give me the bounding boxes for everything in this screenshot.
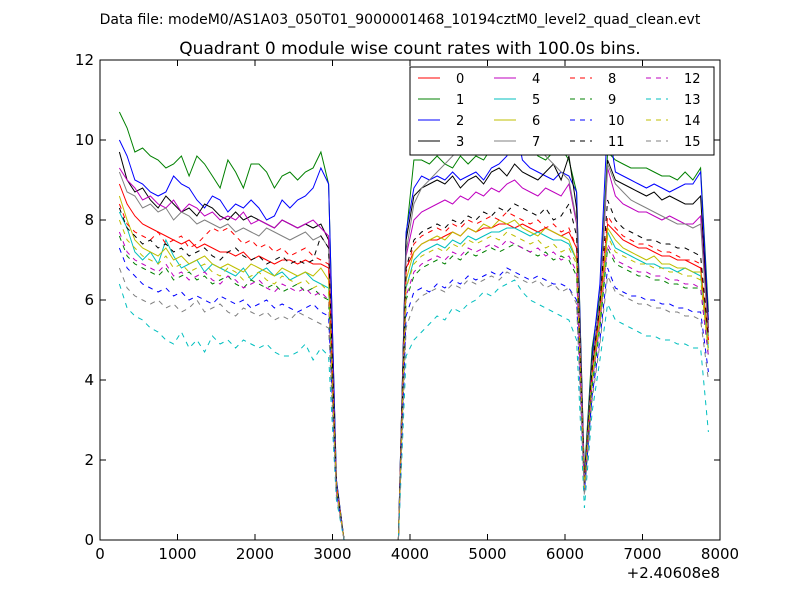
series-line-2: [118, 119, 709, 541]
series-line-3: [118, 151, 709, 541]
legend-label-1: 1: [456, 93, 464, 108]
series-line-13: [118, 279, 709, 541]
series-line-10: [118, 247, 709, 541]
y-tick-label: 6: [84, 291, 94, 309]
series-line-0: [118, 183, 709, 541]
series-lines: [118, 111, 709, 541]
legend-label-2: 2: [456, 114, 464, 129]
series-line-7: [118, 111, 709, 541]
series-line-14: [118, 219, 709, 541]
legend-label-14: 14: [684, 114, 701, 129]
x-offset-label: +2.40608e8: [627, 564, 720, 582]
chart-title: Quadrant 0 module wise count rates with …: [179, 39, 640, 59]
y-tick-label: 12: [75, 51, 94, 69]
x-tick-label: 1000: [158, 545, 196, 563]
series-line-8: [118, 203, 709, 541]
y-tick-label: 10: [75, 131, 94, 149]
y-tick-label: 4: [84, 371, 94, 389]
legend-label-6: 6: [532, 114, 540, 129]
x-tick-label: 2000: [236, 545, 274, 563]
series-line-5: [118, 211, 709, 541]
y-tick-label: 2: [84, 451, 94, 469]
series-line-9: [118, 235, 709, 541]
x-tick-label: 7000: [623, 545, 661, 563]
legend-label-15: 15: [684, 135, 701, 150]
x-tick-label: 3000: [313, 545, 351, 563]
legend-label-3: 3: [456, 135, 464, 150]
x-tick-label: 4000: [391, 545, 429, 563]
x-tick-label: 0: [95, 545, 105, 563]
legend-label-13: 13: [684, 93, 701, 108]
legend-label-5: 5: [532, 93, 540, 108]
legend-label-7: 7: [532, 135, 540, 150]
data-file-suptitle: Data file: modeM0/AS1A03_050T01_90000014…: [100, 12, 701, 28]
axis-ticks: 0 1000 2000 3000 4000 5000 6000 7000 80000246810…: [75, 51, 739, 563]
legend-label-0: 0: [456, 72, 464, 87]
y-tick-label: 8: [84, 211, 94, 229]
legend-label-11: 11: [608, 135, 625, 150]
legend-label-9: 9: [608, 93, 616, 108]
series-line-11: [118, 199, 709, 541]
x-tick-label: 8000: [701, 545, 739, 563]
series-line-1: [118, 111, 709, 541]
y-tick-label: 0: [84, 531, 94, 549]
legend-label-4: 4: [532, 72, 540, 87]
series-line-15: [118, 267, 709, 541]
x-tick-label: 5000: [468, 545, 506, 563]
series-line-6: [118, 195, 709, 541]
x-tick-label: 6000: [546, 545, 584, 563]
series-line-12: [118, 231, 709, 541]
legend-label-12: 12: [684, 72, 701, 87]
series-line-4: [118, 167, 709, 541]
legend-label-10: 10: [608, 114, 625, 129]
legend-box: [409, 66, 715, 156]
legend-label-8: 8: [608, 72, 616, 87]
